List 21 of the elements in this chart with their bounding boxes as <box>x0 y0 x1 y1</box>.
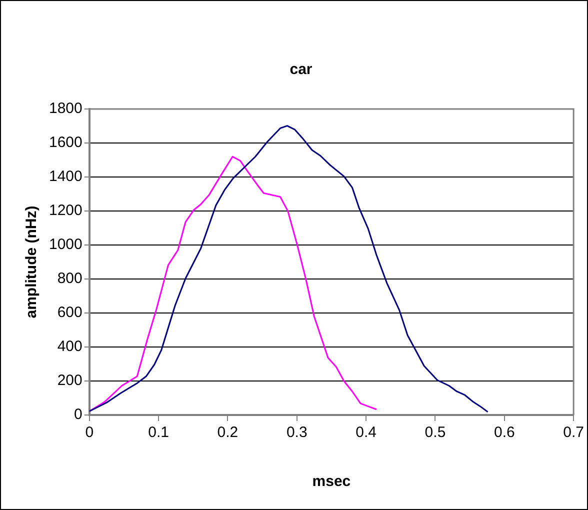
y-tick-label: 200 <box>57 372 82 390</box>
x-tick-label: 0.4 <box>356 424 376 442</box>
y-tick-label: 600 <box>57 304 82 322</box>
y-tick-label: 1400 <box>48 168 82 186</box>
y-tick-label: 1600 <box>48 134 82 152</box>
y-tick-label: 1800 <box>48 100 82 118</box>
y-axis-title: amplitude (nHz) <box>23 206 40 318</box>
chart-title: car <box>290 61 312 78</box>
x-tick-label: 0.3 <box>286 424 308 442</box>
y-tick-label: 1000 <box>48 236 82 254</box>
x-tick-label: 0.1 <box>148 424 169 442</box>
x-tick-label: 0 <box>85 424 94 442</box>
x-tick-label: 0.7 <box>563 424 584 442</box>
x-axis-title: msec <box>312 473 351 490</box>
x-tick-label: 0.2 <box>217 424 238 442</box>
y-tick-label: 1200 <box>48 202 82 220</box>
y-tick-label: 400 <box>57 338 82 356</box>
x-tick-label: 0.6 <box>494 424 515 442</box>
y-tick-label: 0 <box>74 406 82 424</box>
y-tick-label: 800 <box>57 270 82 288</box>
x-tick-label: 0.5 <box>424 424 446 442</box>
